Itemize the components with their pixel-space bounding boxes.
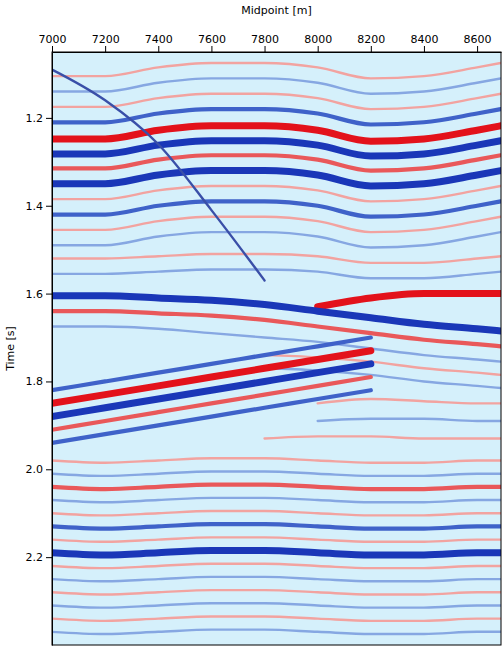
tick-label: 8200 [357,33,385,46]
tick: 8600 [464,33,492,52]
axis-line [53,52,502,53]
tick-mark [158,46,159,52]
y-axis-title: Time [s] [4,326,17,372]
reflector [265,436,501,438]
tick-label: 8600 [464,33,492,46]
tick-label: 1.8 [26,375,44,388]
tick-label: 7400 [145,33,173,46]
tick-label: 1.2 [26,112,44,125]
tick-label: 2.2 [26,551,44,564]
tick: 2.2 [26,551,53,564]
tick-label: 7200 [92,33,120,46]
reflector [52,498,501,502]
reflector [52,537,501,541]
tick-label: 7000 [39,33,67,46]
reflector [52,564,501,568]
reflector [52,390,371,443]
x-axis: 7000 7200 7400 7600 7800 8000 8200 8400 8600 [39,33,502,53]
reflector [52,63,501,78]
tick-label: 2.0 [26,463,44,476]
tick-mark [265,46,266,52]
reflector [52,269,501,278]
x-axis-title: Midpoint [m] [241,4,311,17]
tick-mark [46,294,52,295]
reflector [52,217,501,232]
tick: 8200 [357,33,385,52]
tick: 1.8 [26,375,53,388]
reflector [52,94,501,109]
reflector [318,419,501,421]
tick: 7800 [251,33,279,52]
reflector [52,364,371,417]
reflector [52,338,371,391]
tick: 2.0 [26,463,53,476]
reflector [52,254,501,263]
reflector [52,351,371,404]
tick: 1.6 [26,288,53,301]
tick: 1.2 [26,112,53,125]
reflector [52,232,501,247]
tick-mark [318,46,319,52]
tick: 7600 [198,33,226,52]
reflector [318,294,501,307]
reflector [52,524,501,528]
tick-label: 7800 [251,33,279,46]
tick-mark [52,46,53,52]
reflector [52,630,501,634]
chart: 7000720074007600780080008200840086001.21… [0,0,504,651]
tick: 8400 [410,33,438,52]
reflector [52,590,501,594]
tick-mark [105,46,106,52]
plot-background [52,52,501,645]
reflector [52,186,501,201]
tick-mark [477,46,478,52]
tick: 1.4 [26,200,53,213]
reflector [52,471,501,475]
tick-mark [371,46,372,52]
tick: 7000 [39,33,67,52]
tick-mark [46,118,52,119]
reflector [52,603,501,607]
tick: 8000 [304,33,332,52]
reflector [52,171,501,186]
tick-label: 7600 [198,33,226,46]
tick: 7200 [92,33,120,52]
reflector [318,399,501,403]
reflector [52,577,501,581]
reflector [52,201,501,216]
reflector [52,70,265,281]
plot-frame [52,52,501,645]
plot-area [52,63,501,634]
tick: 7400 [145,33,173,52]
tick-label: 1.4 [26,200,44,213]
reflector [52,311,501,346]
tick-label: 8400 [410,33,438,46]
tick-mark [46,206,52,207]
reflector [52,485,501,489]
tick-label: 1.6 [26,288,44,301]
y-axis: 1.2 1.4 1.6 1.8 2.0 2.2 [26,53,53,646]
axis-line [52,53,53,646]
reflector [52,616,501,620]
tick-mark [46,381,52,382]
reflector [52,78,501,93]
tick-mark [424,46,425,52]
tick-label: 8000 [304,33,332,46]
tick-mark [46,469,52,470]
tick-mark [46,557,52,558]
tick-mark [211,46,212,52]
reflector [52,551,501,555]
reflector [52,511,501,515]
reflector [52,458,501,462]
reflector [52,377,371,430]
